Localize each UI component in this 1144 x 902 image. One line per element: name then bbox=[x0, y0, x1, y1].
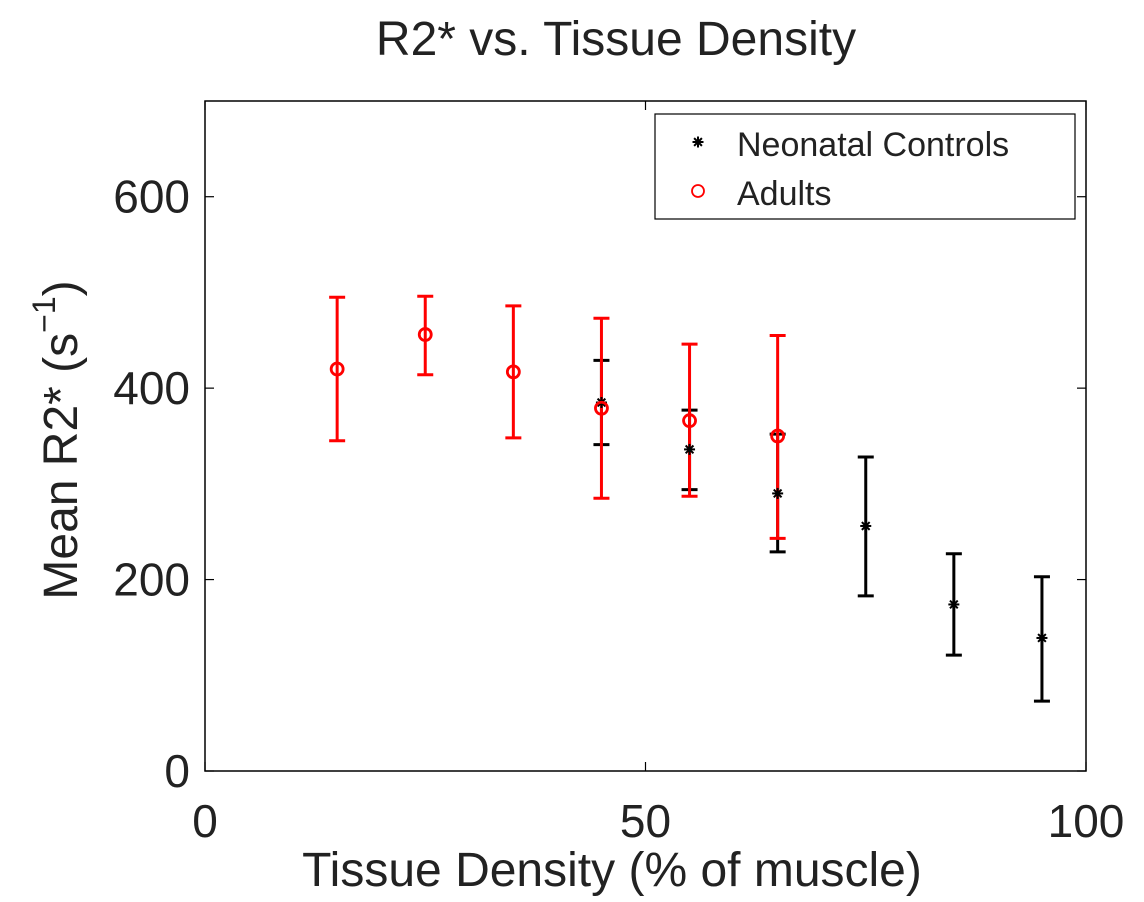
data-point-neonatal bbox=[684, 443, 696, 455]
data-point-adults bbox=[594, 400, 609, 416]
legend-circle-mark bbox=[691, 184, 705, 198]
y-axis-label-main: Mean R2* (s bbox=[35, 333, 88, 600]
data-point-adults bbox=[329, 361, 345, 377]
y-axis-label-superscript: −1 bbox=[26, 296, 62, 332]
data-point-neonatal bbox=[1036, 632, 1048, 644]
legend-label-adults: Adults bbox=[737, 175, 832, 213]
error-bar bbox=[593, 316, 610, 500]
error-bar bbox=[505, 304, 522, 440]
data-point-adults bbox=[417, 327, 433, 342]
svg-text:Mean R2* (s−1): Mean R2* (s−1) bbox=[26, 280, 88, 599]
y-tick-label: 400 bbox=[113, 362, 190, 414]
data-markers bbox=[329, 327, 1048, 644]
error-bar bbox=[769, 334, 786, 540]
x-tick-label: 100 bbox=[1048, 795, 1125, 847]
legend-box bbox=[654, 113, 1076, 220]
legend-asterisk-icon bbox=[692, 136, 704, 148]
data-point-adults bbox=[505, 364, 521, 380]
y-axis-title: Mean R2* (s−1) bbox=[26, 280, 88, 599]
x-tick-label: 50 bbox=[620, 795, 671, 847]
y-tick-label: 200 bbox=[113, 554, 190, 606]
data-point-neonatal bbox=[772, 487, 784, 499]
legend: Neonatal Controls Adults bbox=[654, 113, 1076, 220]
axis-ticks bbox=[204, 101, 1087, 772]
chart-title: R2* vs. Tissue Density bbox=[376, 13, 856, 66]
x-axis-title: Tissue Density (% of muscle) bbox=[302, 844, 922, 897]
error-bar bbox=[329, 295, 346, 443]
error-bar bbox=[681, 342, 698, 498]
error-bar bbox=[417, 294, 434, 377]
y-tick-label: 600 bbox=[113, 171, 190, 223]
data-point-adults bbox=[682, 413, 697, 429]
legend-circle-icon bbox=[691, 184, 705, 198]
data-point-neonatal bbox=[948, 598, 960, 610]
legend-label-neonatal: Neonatal Controls bbox=[737, 126, 1009, 164]
tick-labels: 0 50 100 0 200 400 600 bbox=[113, 171, 1124, 847]
data-point-adults bbox=[770, 428, 786, 444]
data-point-neonatal bbox=[860, 520, 872, 532]
y-axis-label-close: ) bbox=[35, 280, 88, 296]
y-tick-label: 0 bbox=[164, 745, 190, 797]
x-tick-label: 0 bbox=[192, 795, 218, 847]
legend-asterisk-mark bbox=[692, 136, 704, 148]
